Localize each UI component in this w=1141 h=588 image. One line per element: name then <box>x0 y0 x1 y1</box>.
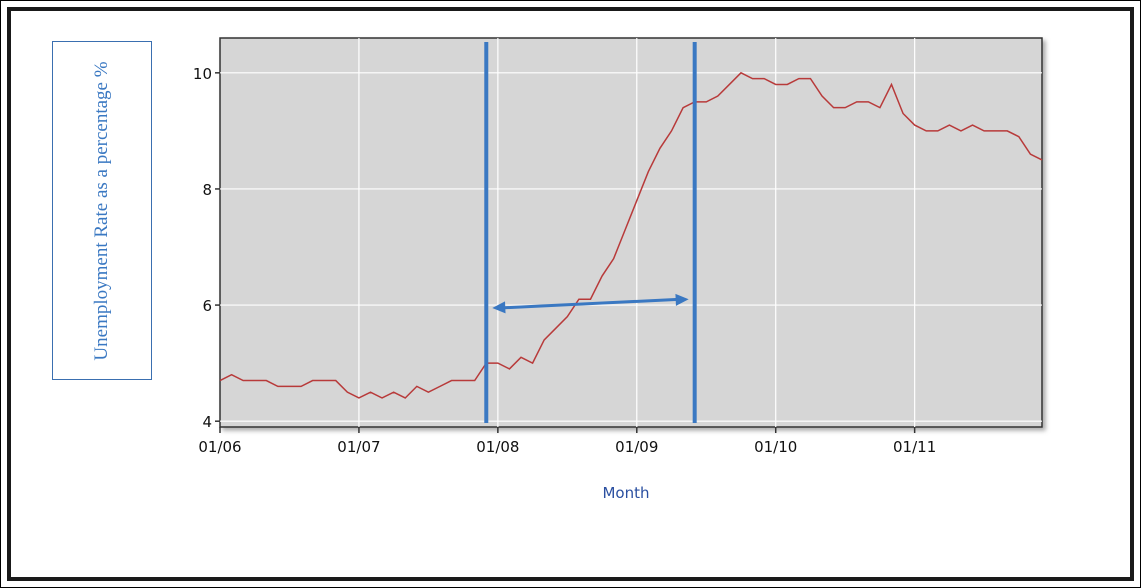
plot-area <box>219 37 1043 428</box>
y-tick-label: 6 <box>202 297 212 315</box>
x-tick-label: 01/06 <box>198 438 241 456</box>
duration-arrow-head-left <box>492 301 506 314</box>
x-tick-label: 01/07 <box>337 438 380 456</box>
x-tick-label: 01/08 <box>476 438 519 456</box>
grid-lines <box>220 38 1042 427</box>
y-tick-label: 4 <box>202 413 212 431</box>
x-tick-label: 01/11 <box>893 438 936 456</box>
duration-arrow-shaft <box>500 297 681 310</box>
series-layer <box>219 71 1043 399</box>
y-tick-label: 8 <box>202 181 212 199</box>
x-axis-ticks: 01/06 01/07 01/08 01/09 01/10 01/11 <box>198 427 936 456</box>
y-axis-ticks: 4 6 8 10 <box>193 65 220 431</box>
x-tick-label: 01/10 <box>754 438 797 456</box>
duration-arrow-head-right <box>675 293 689 306</box>
annotation-layer <box>484 42 697 423</box>
x-axis-title: Month <box>602 484 649 502</box>
y-axis-label-box: Unemployment Rate as a percentage % <box>52 41 152 380</box>
unemployment-rate-line <box>219 71 1043 399</box>
x-tick-label: 01/09 <box>615 438 658 456</box>
y-tick-label: 10 <box>193 65 212 83</box>
